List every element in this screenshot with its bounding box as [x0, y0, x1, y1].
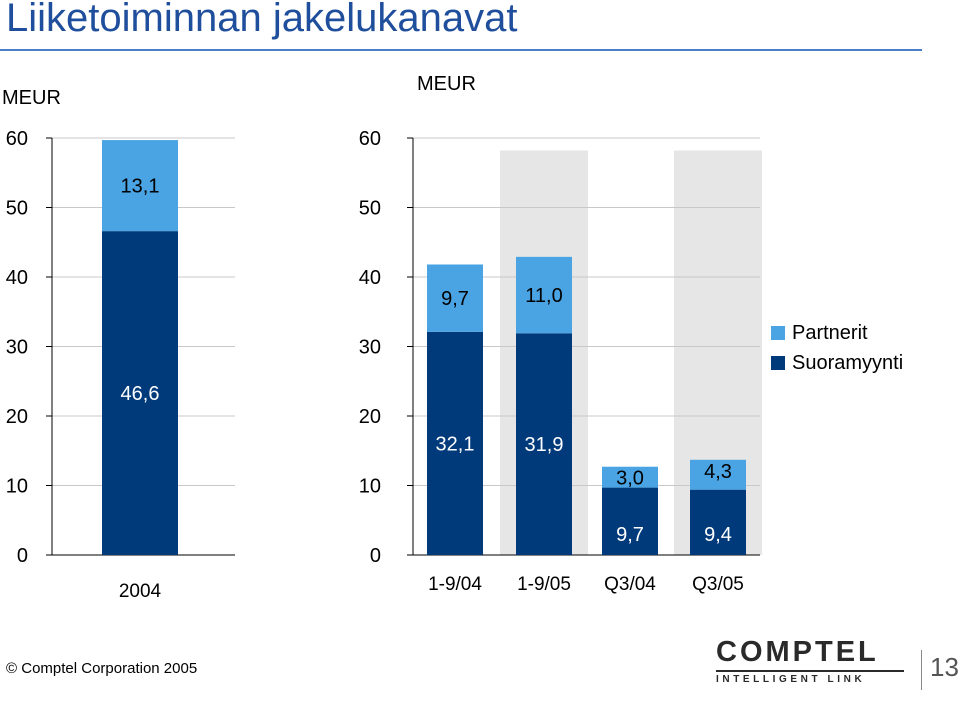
logo-tagline: INTELLIGENT LINK: [716, 674, 866, 685]
chart2-ytick-label-0: 0: [370, 545, 381, 567]
chart2-ytick-label-30: 30: [359, 337, 381, 359]
title-divider: [0, 49, 922, 51]
copyright-footer: © Comptel Corporation 2005: [6, 660, 197, 677]
chart2-bar-partnerit-Q3/05: [690, 459, 746, 490]
chart2-data-label-partnerit-Q3/04: 3,0: [616, 468, 644, 490]
chart2-ytick-label-50: 50: [359, 198, 381, 220]
chart1-ytick-label-60: 60: [6, 128, 28, 150]
charts-canvas: 0 10 20 30 40 50 60 MEUR 46,6 13,1 2004 0 10 20 30 40 50…: [2, 73, 903, 602]
chart2-data-label-partnerit-1-9/04: 9,7: [441, 288, 469, 310]
chart2-data-label-partnerit-1-9/05: 11,0: [525, 285, 562, 307]
chart2-data-label-suoramyynti-1-9/04: 32,1: [436, 433, 475, 455]
chart2-data-label-partnerit-Q3/05: 4,3: [704, 461, 732, 483]
chart1-bar-partnerit-2004: [102, 140, 178, 232]
page-number: 13: [930, 652, 959, 682]
chart1-ytick-label-0: 0: [17, 545, 28, 567]
chart2-category-label-Q3/05: Q3/05: [692, 574, 744, 595]
chart2-bar-partnerit-1-9/05: [516, 256, 572, 334]
chart2-ytick-label-40: 40: [359, 267, 381, 289]
chart1-ytick-label-30: 30: [6, 337, 28, 359]
chart2-bar-partnerit-Q3/04: [602, 466, 658, 488]
chart1-ylabel: MEUR: [2, 87, 61, 109]
chart2-ylabel: MEUR: [417, 73, 476, 95]
chart2-category-label-1-9/05: 1-9/05: [517, 574, 571, 595]
comptel-logo: COMPTEL INTELLIGENT LINK: [716, 636, 912, 692]
chart2-category-label-Q3/04: Q3/04: [604, 574, 656, 595]
chart2-ytick-label-60: 60: [359, 128, 381, 150]
chart2-ytick-label-20: 20: [359, 406, 381, 428]
logo-wordmark: COMPTEL: [716, 636, 879, 668]
chart2-category-label-1-9/04: 1-9/04: [428, 574, 482, 595]
copyright-text: Comptel Corporation 2005: [21, 660, 198, 677]
logo-underline: [716, 670, 904, 672]
chart1-bar-suoramyynti-2004: [102, 231, 178, 555]
page-number-divider: [921, 650, 922, 690]
chart2-bar-suoramyynti-Q3/05: [690, 489, 746, 555]
chart2-bar-partnerit-1-9/04: [427, 264, 483, 332]
legend-label-suoramyynti: Suoramyynti: [792, 352, 903, 374]
chart2-data-label-suoramyynti-Q3/05: 9,4: [704, 524, 732, 546]
chart1-ytick-label-10: 10: [6, 476, 28, 498]
chart2-bar-suoramyynti-1-9/04: [427, 331, 483, 555]
chart1-data-label-suoramyynti-2004: 46,6: [121, 383, 160, 405]
legend-swatch-suoramyynti: [771, 356, 785, 370]
chart1-ytick-label-50: 50: [6, 198, 28, 220]
chart2-data-label-suoramyynti-Q3/04: 9,7: [616, 524, 644, 546]
legend-swatch-partnerit: [771, 326, 785, 340]
chart2-bar-suoramyynti-Q3/04: [602, 487, 658, 555]
chart2-data-label-suoramyynti-1-9/05: 31,9: [525, 434, 564, 456]
chart1-data-label-partnerit-2004: 13,1: [121, 176, 160, 198]
chart2-bar-suoramyynti-1-9/05: [516, 333, 572, 555]
page-title: Liiketoiminnan jakelukanavat: [6, 0, 518, 40]
legend-label-partnerit: Partnerit: [792, 322, 868, 344]
chart1-category-label-2004: 2004: [119, 581, 162, 602]
chart2-ytick-label-10: 10: [359, 476, 381, 498]
chart1-ytick-label-40: 40: [6, 267, 28, 289]
copyright-symbol: ©: [6, 660, 18, 677]
chart1-ytick-label-20: 20: [6, 406, 28, 428]
